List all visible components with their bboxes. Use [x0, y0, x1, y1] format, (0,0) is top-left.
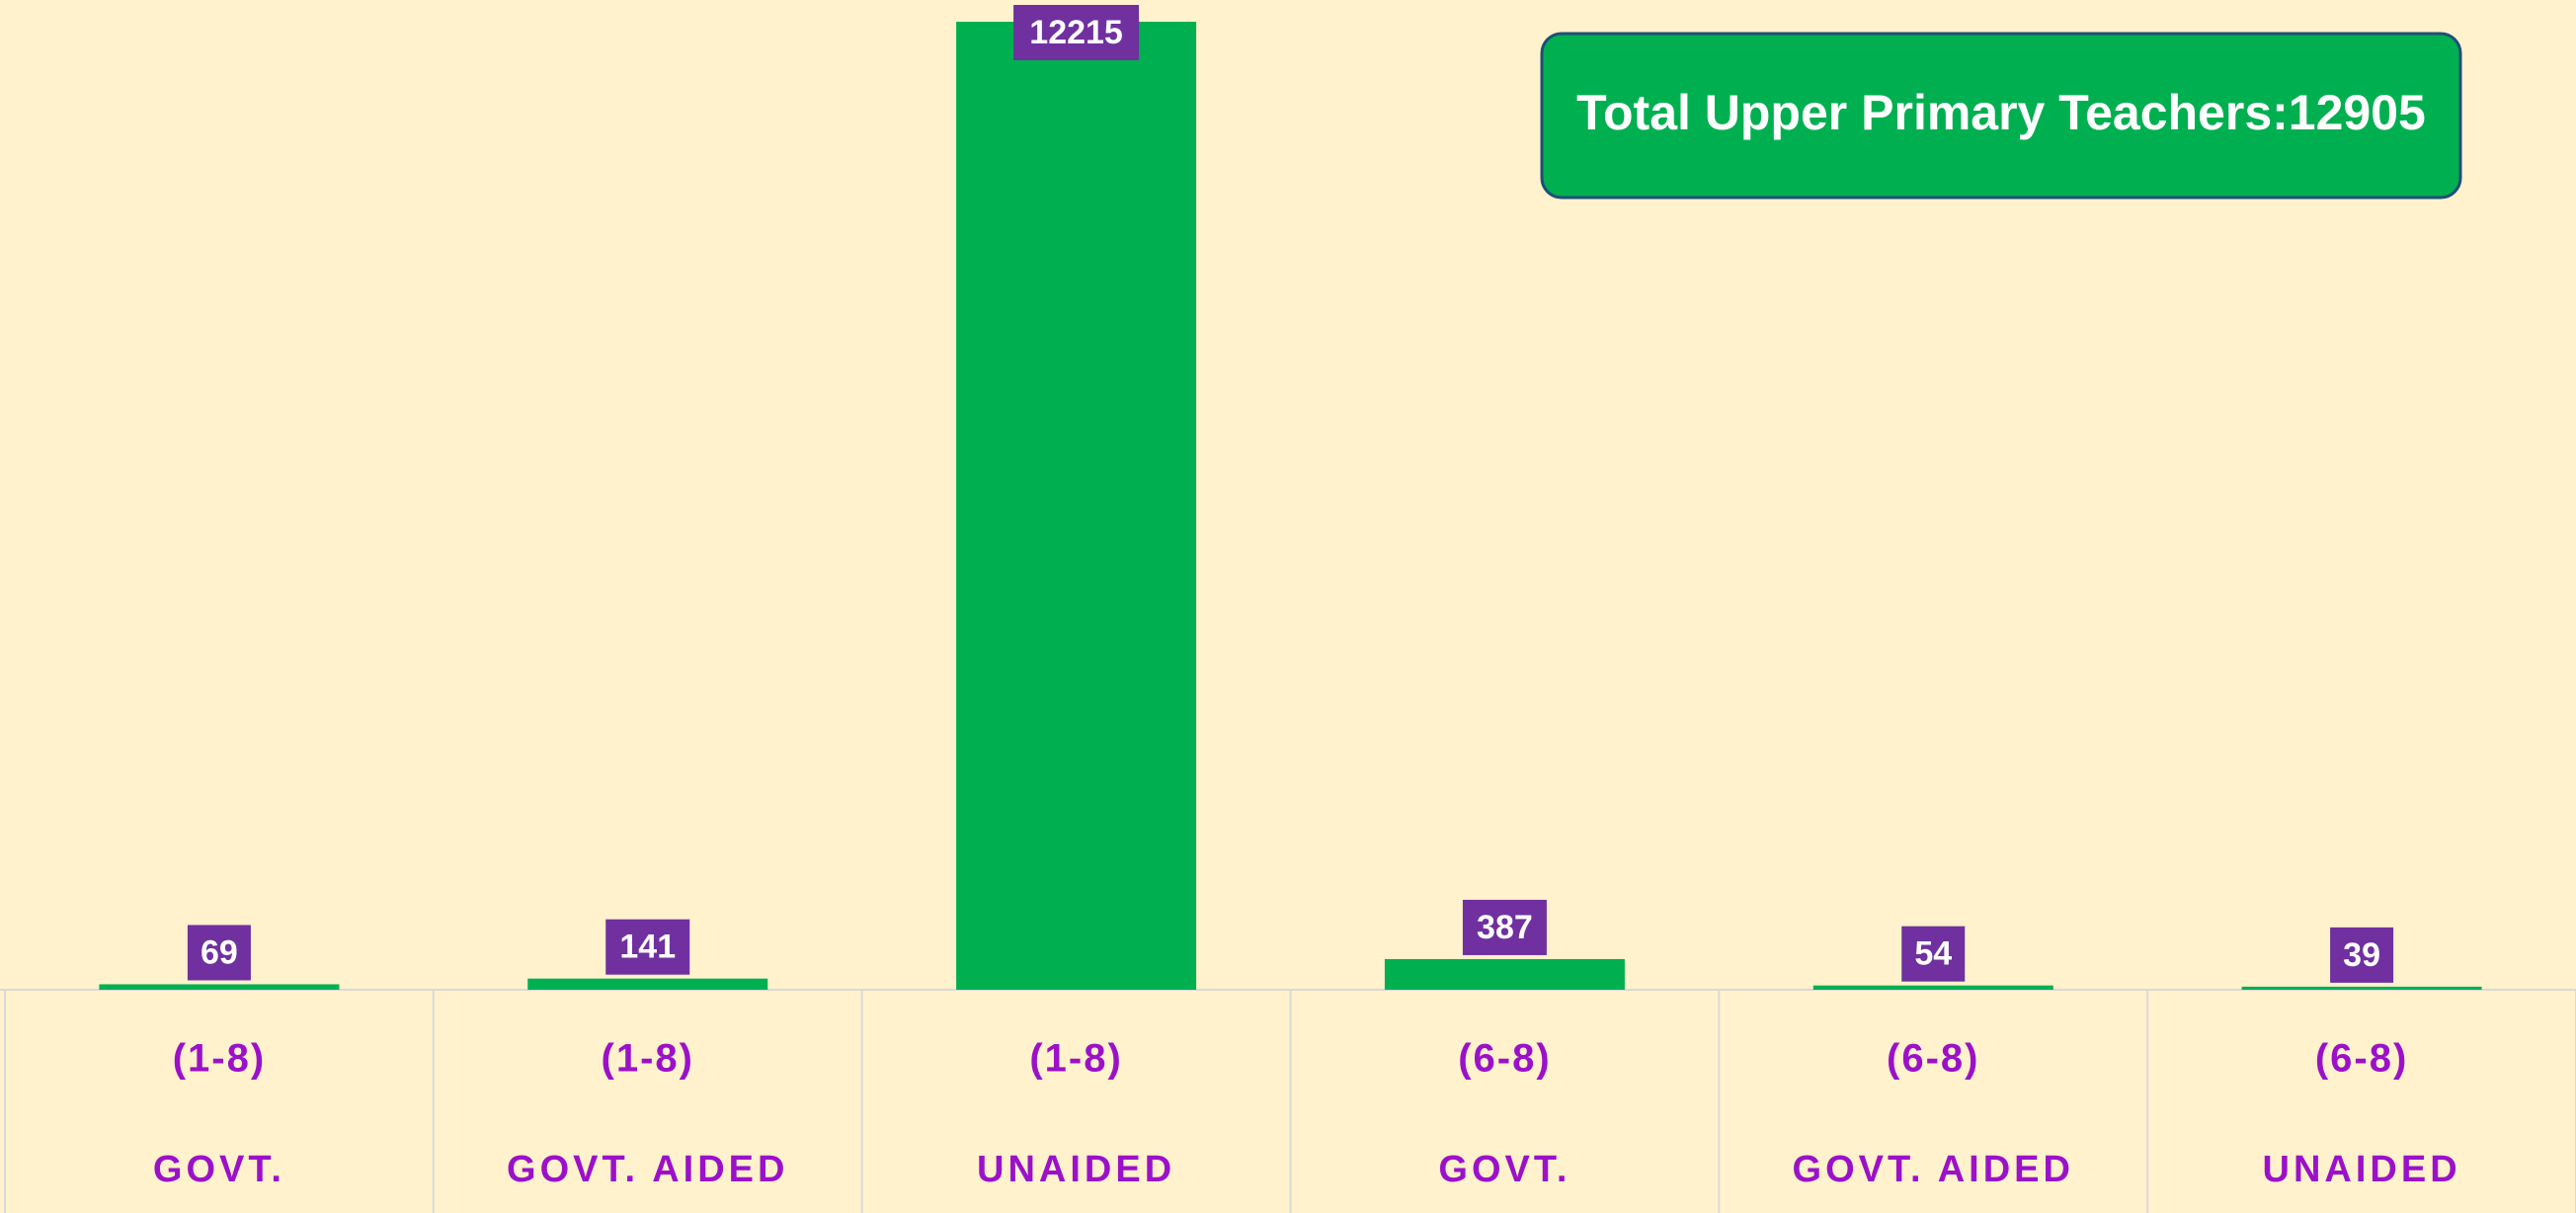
value-label: 12215 [1029, 14, 1123, 51]
x-tick-group-label: UNAIDED [2263, 1149, 2461, 1190]
value-label: 141 [619, 929, 676, 966]
bar [1384, 958, 1625, 990]
bar [527, 978, 768, 990]
value-label-box [1462, 899, 1547, 955]
x-tick-label: (6-8) [1458, 1037, 1551, 1081]
value-label: 39 [2343, 936, 2380, 974]
x-tick-label: (6-8) [2315, 1037, 2408, 1081]
value-label: 69 [201, 933, 238, 971]
x-tick-label: (1-8) [1029, 1037, 1122, 1081]
x-tick-group-label: GOVT. [153, 1149, 285, 1190]
value-label-box [187, 925, 251, 981]
x-tick-label: (1-8) [173, 1037, 266, 1081]
bar [99, 984, 340, 990]
x-tick-group-label: GOVT. [1438, 1149, 1570, 1190]
x-tick-group-label: UNAIDED [977, 1149, 1175, 1190]
x-tick-label: (1-8) [602, 1037, 694, 1081]
x-tick-group-label: GOVT. AIDED [1793, 1149, 2074, 1190]
value-label-box [2330, 927, 2394, 983]
value-label: 54 [1914, 935, 1952, 973]
bar [956, 22, 1197, 990]
chart-title: Total Upper Primary Teachers:12905 [1576, 85, 2426, 140]
value-label-box [1013, 5, 1140, 60]
x-tick-label: (6-8) [1887, 1037, 1979, 1081]
value-label-box [1901, 926, 1966, 982]
x-tick-group-label: GOVT. AIDED [507, 1149, 788, 1190]
value-label: 387 [1477, 909, 1533, 946]
title-box [1540, 32, 2462, 200]
bar [1812, 985, 2053, 990]
bar [2241, 986, 2482, 990]
value-label-box [605, 919, 690, 975]
